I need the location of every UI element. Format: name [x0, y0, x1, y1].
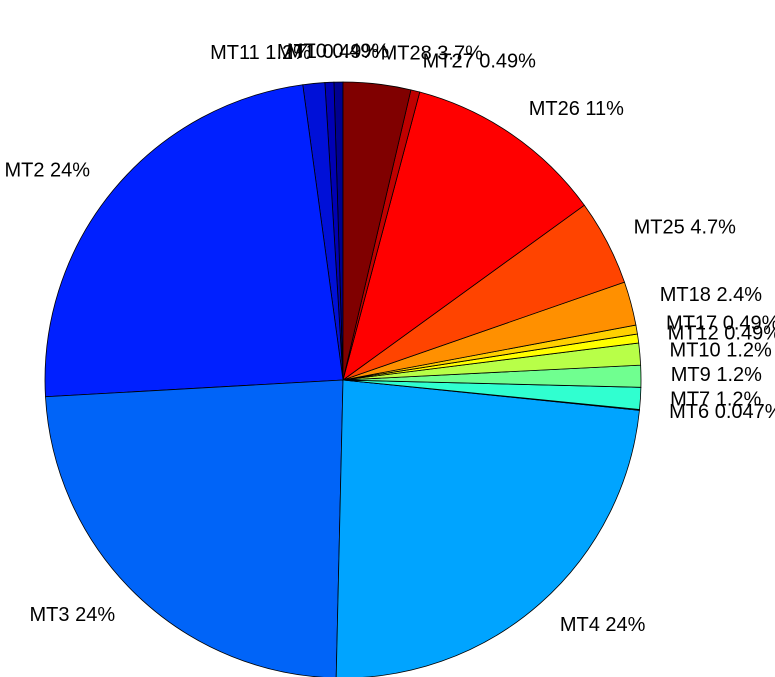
- slice-label: MT9 1.2%: [671, 364, 762, 386]
- slice-label: MT25 4.7%: [634, 217, 736, 239]
- slice-label: MT2 24%: [4, 160, 90, 182]
- slice-label: MT27 0.49%: [423, 50, 537, 72]
- slice-label: MT1 0.49%: [277, 41, 379, 63]
- slice-label: MT7 1.2%: [670, 389, 761, 411]
- pie-slice: [342, 81, 412, 381]
- pie-slice: [342, 91, 585, 381]
- slice-label: MT26 11%: [529, 98, 624, 120]
- slice-label: MT18 2.4%: [660, 284, 762, 306]
- slice-label: MT10 1.2%: [670, 340, 772, 362]
- slice-label: MT4 24%: [560, 614, 646, 636]
- slice-label: MT0 0.49%: [287, 41, 389, 63]
- pie-slice: [335, 379, 640, 677]
- pie-slice: [45, 379, 344, 677]
- slice-label: MT6 0.047%: [669, 401, 775, 423]
- slice-label: MT28 3.7%: [381, 43, 483, 65]
- slice-label: MT17 0.49%: [666, 313, 775, 335]
- slice-label: MT12 0.49%: [668, 323, 775, 345]
- slice-label: MT3 24%: [30, 604, 116, 626]
- pie-slice: [44, 84, 344, 398]
- slice-label: MT11 1.2%: [210, 42, 311, 64]
